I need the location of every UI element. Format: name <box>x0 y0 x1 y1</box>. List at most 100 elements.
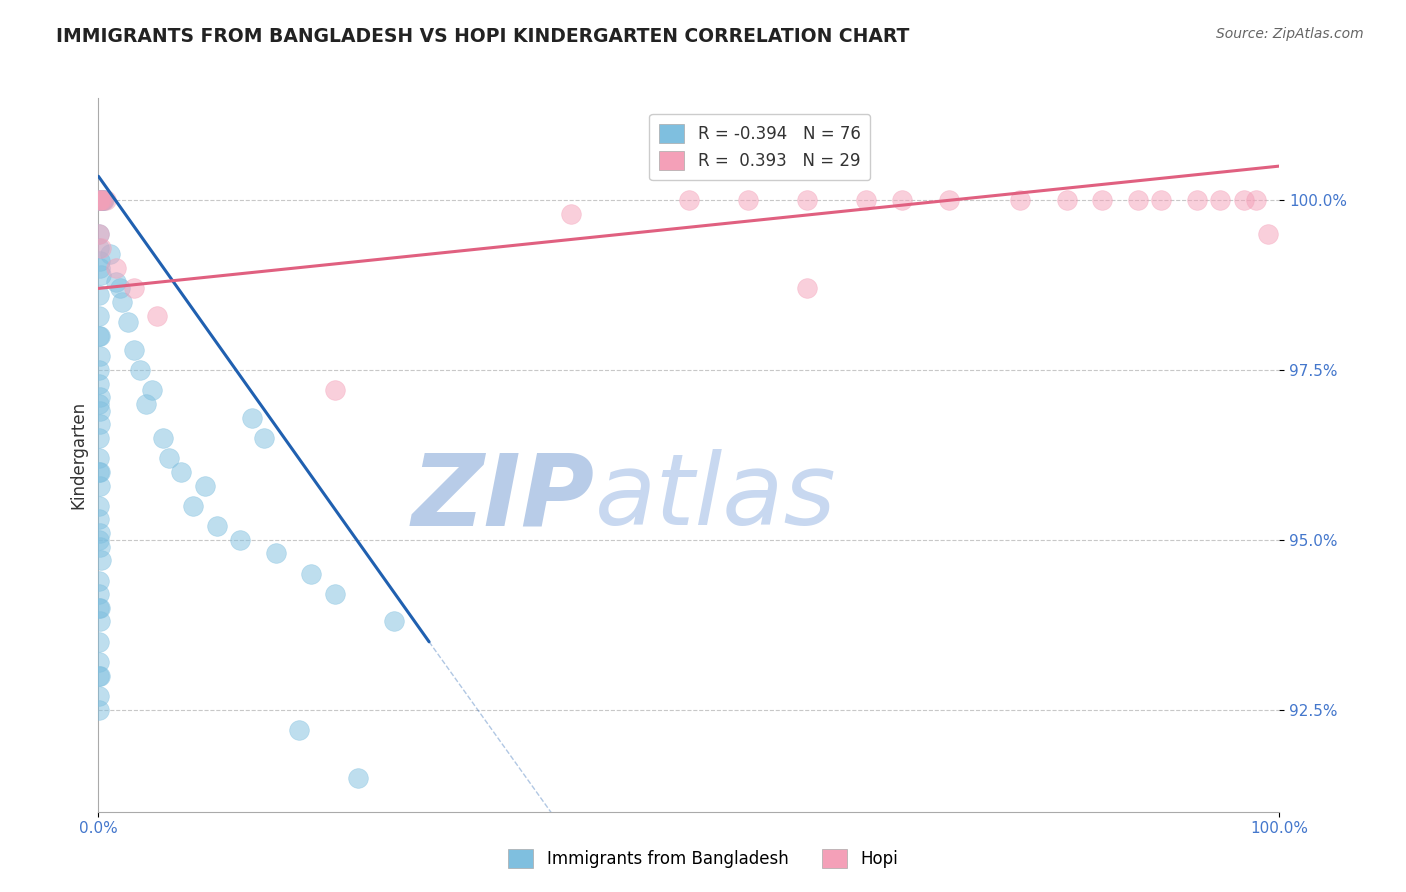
Point <box>299 566 322 581</box>
Point <box>855 193 877 207</box>
Point <box>90 193 112 207</box>
Point <box>128 363 150 377</box>
Point <box>98 247 121 261</box>
Point <box>89 193 111 207</box>
Point <box>89 254 111 268</box>
Text: IMMIGRANTS FROM BANGLADESH VS HOPI KINDERGARTEN CORRELATION CHART: IMMIGRANTS FROM BANGLADESH VS HOPI KINDE… <box>56 27 910 45</box>
Point <box>737 193 759 207</box>
Text: ZIP: ZIP <box>412 450 595 546</box>
Point <box>288 723 311 738</box>
Point <box>1233 193 1256 207</box>
Point <box>87 669 110 683</box>
Point <box>90 193 112 207</box>
Point <box>89 512 111 526</box>
Point <box>89 655 111 669</box>
Point <box>122 281 145 295</box>
Point <box>890 193 912 207</box>
Legend: R = -0.394   N = 76, R =  0.393   N = 29: R = -0.394 N = 76, R = 0.393 N = 29 <box>650 113 870 180</box>
Point <box>157 451 180 466</box>
Point <box>796 281 818 295</box>
Point <box>89 193 111 207</box>
Point <box>89 227 111 241</box>
Point <box>108 281 131 295</box>
Point <box>796 193 818 207</box>
Point <box>90 241 112 255</box>
Point <box>87 431 110 445</box>
Point <box>90 193 112 207</box>
Point <box>89 376 111 391</box>
Point <box>93 193 115 207</box>
Point <box>240 410 263 425</box>
Point <box>91 193 114 207</box>
Point <box>111 295 134 310</box>
Point <box>91 193 114 207</box>
Point <box>87 635 110 649</box>
Point <box>87 329 110 343</box>
Point <box>152 431 174 445</box>
Point <box>89 600 111 615</box>
Point <box>1126 193 1149 207</box>
Point <box>91 193 114 207</box>
Point <box>87 288 110 302</box>
Point <box>347 771 370 785</box>
Point <box>253 431 276 445</box>
Point <box>87 363 110 377</box>
Point <box>89 260 111 275</box>
Point <box>87 533 110 547</box>
Y-axis label: Kindergarten: Kindergarten <box>69 401 87 509</box>
Point <box>117 315 139 329</box>
Point <box>938 193 960 207</box>
Point <box>89 465 111 479</box>
Point <box>89 390 111 404</box>
Point <box>1056 193 1078 207</box>
Point <box>89 350 111 364</box>
Point <box>105 260 128 275</box>
Point <box>90 268 112 282</box>
Point <box>146 309 169 323</box>
Point <box>1209 193 1232 207</box>
Point <box>87 465 110 479</box>
Point <box>1244 193 1267 207</box>
Point <box>89 451 111 466</box>
Point <box>1008 193 1031 207</box>
Point <box>91 193 114 207</box>
Point <box>89 227 111 241</box>
Point <box>264 546 287 560</box>
Legend: Immigrants from Bangladesh, Hopi: Immigrants from Bangladesh, Hopi <box>502 842 904 875</box>
Point <box>87 600 110 615</box>
Text: Source: ZipAtlas.com: Source: ZipAtlas.com <box>1216 27 1364 41</box>
Point <box>89 329 111 343</box>
Point <box>170 465 193 479</box>
Point <box>105 275 128 289</box>
Point <box>89 417 111 432</box>
Point <box>89 241 111 255</box>
Point <box>87 574 110 588</box>
Point <box>89 193 111 207</box>
Point <box>205 519 228 533</box>
Point <box>89 703 111 717</box>
Point <box>382 615 405 629</box>
Point <box>1257 227 1279 241</box>
Point <box>89 193 111 207</box>
Point <box>89 587 111 601</box>
Point <box>89 526 111 541</box>
Point <box>87 193 110 207</box>
Point <box>229 533 252 547</box>
Point <box>89 615 111 629</box>
Point <box>90 553 112 567</box>
Point <box>94 193 117 207</box>
Point <box>89 403 111 417</box>
Point <box>1091 193 1114 207</box>
Point <box>87 397 110 411</box>
Point <box>181 499 204 513</box>
Point <box>89 540 111 554</box>
Point <box>678 193 700 207</box>
Point <box>1150 193 1173 207</box>
Point <box>135 397 157 411</box>
Point <box>323 587 346 601</box>
Point <box>1185 193 1208 207</box>
Point <box>89 309 111 323</box>
Point <box>323 384 346 398</box>
Point <box>89 669 111 683</box>
Point <box>89 478 111 492</box>
